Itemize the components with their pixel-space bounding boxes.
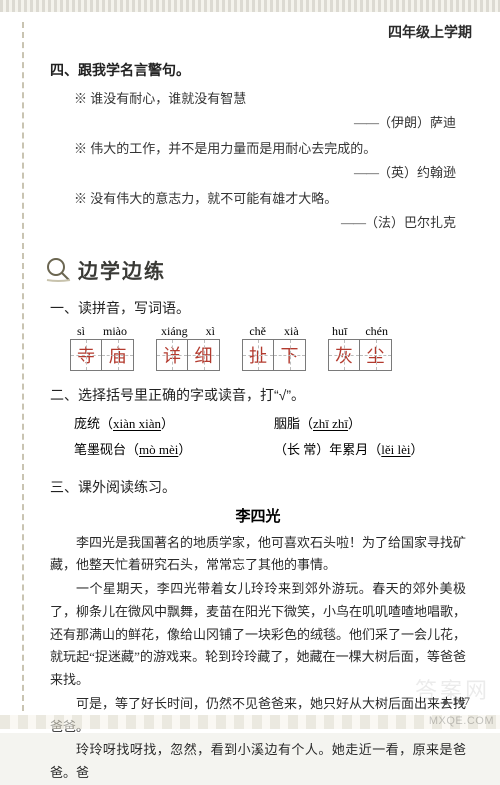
section-3-title: 三、课外阅读练习。 <box>50 477 466 497</box>
left-margin-dashes <box>22 22 24 711</box>
pinyin: xiáng <box>161 324 188 339</box>
pinyin-group: huī chén 灰 尘 <box>328 324 392 371</box>
pinyin-row: sì miào 寺 庙 xiáng xì 详 细 chě xià 扯 下 huī ché… <box>70 324 466 371</box>
section-divider: 边学边练 <box>44 255 466 284</box>
pinyin-group: xiáng xì 详 细 <box>156 324 220 371</box>
choice-text: 胭脂（ <box>274 416 313 431</box>
pinyin-group: sì miào 寺 庙 <box>70 324 134 371</box>
choice-options: xiàn xiàn <box>113 416 161 431</box>
pinyin: chén <box>365 324 388 339</box>
reading-paragraph: 一个星期天，李四光带着女儿玲玲来到郊外游玩。春天的郊外美极了，柳条儿在微风中飘舞… <box>50 578 466 692</box>
tianzige-cell: 下 <box>274 339 306 371</box>
section-2-title: 二、选择括号里正确的字或读音，打“√”。 <box>50 385 466 405</box>
tianzige-cell: 扯 <box>242 339 274 371</box>
choice-text: 笔墨砚台（ <box>74 442 139 457</box>
quote-text: ※ 没有伟大的意志力，就不可能有雄才大略。 <box>74 188 466 210</box>
quote-attr: ——（英）约翰逊 <box>50 162 456 184</box>
choice-text: ） <box>178 442 191 457</box>
dash-icon: —— <box>354 165 378 180</box>
tianzige-cell: 细 <box>188 339 220 371</box>
choice-text: 庞统（ <box>74 416 113 431</box>
tianzige-cell: 灰 <box>328 339 360 371</box>
quote-attr: ——（法）巴尔扎克 <box>50 212 456 234</box>
reading-title: 李四光 <box>50 505 466 526</box>
top-pattern <box>0 0 500 12</box>
choice-text: ） <box>348 416 361 431</box>
watermark-large: 答案网 <box>415 673 490 705</box>
divider-label: 边学边练 <box>78 255 166 284</box>
reading-body: 李四光是我国著名的地质学家，他可喜欢石头啦！为了给国家寻找矿藏，他整天忙着研究石… <box>50 532 466 785</box>
pinyin: huī <box>332 324 347 339</box>
tianzige-cell: 寺 <box>70 339 102 371</box>
choice-options: lěi lèi <box>381 442 410 457</box>
choice-text: ） <box>411 442 424 457</box>
choice-row: 庞统（xiàn xiàn） 胭脂（zhī zhī） <box>74 411 466 437</box>
quote-text: ※ 谁没有耐心，谁就没有智慧 <box>74 88 466 110</box>
dash-icon: —— <box>341 215 365 230</box>
magnifier-icon <box>44 255 72 283</box>
pinyin-group: chě xià 扯 下 <box>242 324 306 371</box>
tianzige-cell: 详 <box>156 339 188 371</box>
section-1-title: 一、读拼音，写词语。 <box>50 298 466 318</box>
quotes-block: ※ 谁没有耐心，谁就没有智慧 ——（伊朗）萨迪 ※ 伟大的工作，并不是用力量而是… <box>50 88 466 235</box>
choice-text: （长 常）年累月（ <box>274 442 381 457</box>
bottom-pattern <box>0 715 500 729</box>
pinyin: sì <box>77 324 85 339</box>
dash-icon: —— <box>354 115 378 130</box>
tianzige-cell: 尘 <box>360 339 392 371</box>
choice-lines: 庞统（xiàn xiàn） 胭脂（zhī zhī） 笔墨砚台（mò mèi） （… <box>74 411 466 463</box>
quote-author: （法）巴尔扎克 <box>365 215 456 230</box>
quote-text: ※ 伟大的工作，并不是用力量而是用耐心去完成的。 <box>74 138 466 160</box>
pinyin: xià <box>284 324 299 339</box>
choice-text: ） <box>161 416 174 431</box>
quote-author: （伊朗）萨迪 <box>378 115 456 130</box>
choice-options: zhī zhī <box>313 416 348 431</box>
watermark-small: MXQE.COM <box>429 715 494 727</box>
page-root: 四年级上学期 四、跟我学名言警句。 ※ 谁没有耐心，谁就没有智慧 ——（伊朗）萨… <box>0 0 500 733</box>
reading-paragraph: 李四光是我国著名的地质学家，他可喜欢石头啦！为了给国家寻找矿藏，他整天忙着研究石… <box>50 532 466 578</box>
pinyin: xì <box>206 324 215 339</box>
section-4-title: 四、跟我学名言警句。 <box>50 60 466 80</box>
pinyin: miào <box>103 324 127 339</box>
reading-paragraph: 玲玲呀找呀找，忽然，看到小溪边有个人。她走近一看，原来是爸爸。爸 <box>50 739 466 785</box>
quote-author: （英）约翰逊 <box>378 165 456 180</box>
pinyin: chě <box>249 324 266 339</box>
choice-row: 笔墨砚台（mò mèi） （长 常）年累月（lěi lèi） <box>74 437 466 463</box>
quote-attr: ——（伊朗）萨迪 <box>50 112 456 134</box>
tianzige-cell: 庙 <box>102 339 134 371</box>
choice-options: mò mèi <box>139 442 178 457</box>
grade-tag: 四年级上学期 <box>388 22 472 42</box>
